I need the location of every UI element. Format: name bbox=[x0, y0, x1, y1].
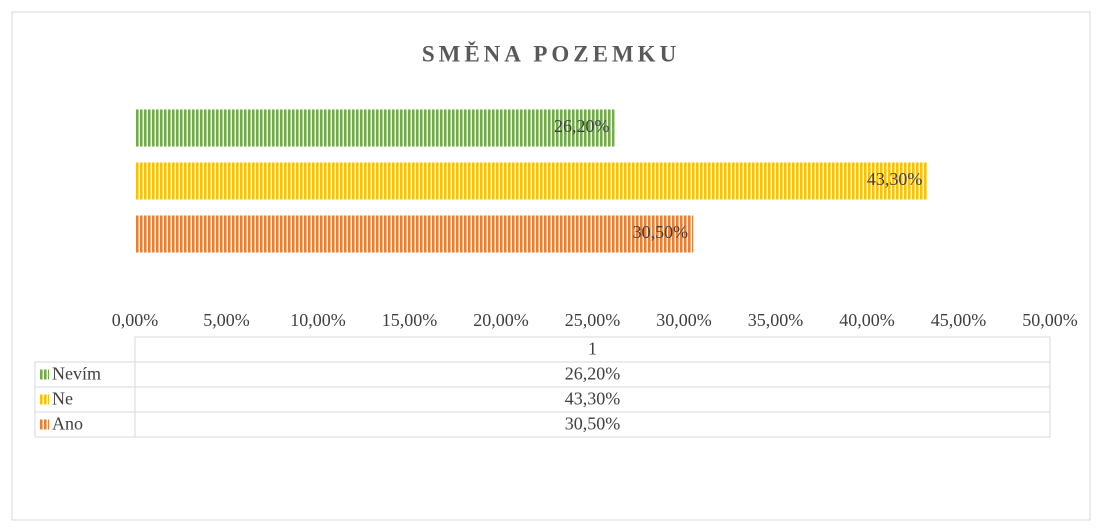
table-cell bbox=[134, 411, 1051, 438]
chart-title: SMĚNA POZEMKU bbox=[422, 40, 680, 66]
x-tick-label: 35,00% bbox=[748, 310, 804, 330]
x-tick-label: 10,00% bbox=[290, 310, 346, 330]
bar bbox=[135, 162, 928, 200]
table-value: 30,50% bbox=[565, 414, 621, 434]
legend-label: Nevím bbox=[52, 364, 101, 384]
chart-area bbox=[11, 11, 1091, 521]
legend-label: Ano bbox=[52, 414, 83, 434]
x-tick-label: 40,00% bbox=[839, 310, 895, 330]
x-tick-label: 0,00% bbox=[112, 310, 159, 330]
legend-key bbox=[39, 369, 49, 380]
table-value: 26,20% bbox=[565, 364, 621, 384]
x-tick-label: 30,00% bbox=[656, 310, 712, 330]
legend-key bbox=[39, 419, 49, 430]
legend-label: Ne bbox=[52, 389, 73, 409]
x-tick-label: 15,00% bbox=[382, 310, 438, 330]
legend-key bbox=[39, 394, 49, 405]
data-label: 30,50% bbox=[633, 222, 689, 242]
data-label: 43,30% bbox=[867, 169, 923, 189]
bar bbox=[135, 215, 694, 253]
x-tick-label: 5,00% bbox=[203, 310, 250, 330]
data-label: 26,20% bbox=[554, 116, 610, 136]
x-tick-label: 45,00% bbox=[931, 310, 987, 330]
bar bbox=[135, 109, 615, 147]
x-tick-label: 20,00% bbox=[473, 310, 529, 330]
x-tick-label: 25,00% bbox=[565, 310, 621, 330]
table-value: 43,30% bbox=[565, 389, 621, 409]
x-tick-label: 50,00% bbox=[1022, 310, 1078, 330]
table-header: 1 bbox=[588, 339, 597, 359]
